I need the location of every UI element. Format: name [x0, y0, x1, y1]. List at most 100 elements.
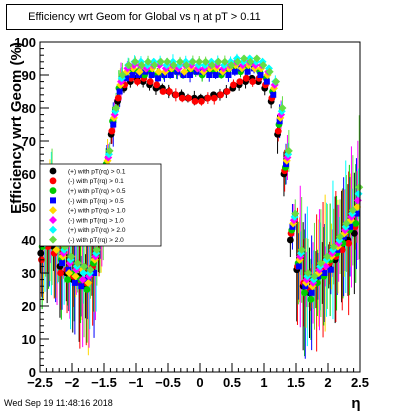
data-point	[86, 265, 95, 274]
legend-marker	[49, 167, 57, 175]
data-point	[198, 98, 205, 105]
data-point	[350, 230, 358, 237]
data-point	[354, 189, 363, 198]
legend-box	[39, 163, 162, 247]
data-point	[257, 72, 264, 78]
y-tick-labels: 0 10 20 30 40 50 60 70 80 90 100	[14, 35, 36, 380]
data-point	[80, 262, 89, 271]
data-point	[195, 57, 204, 66]
data-point	[338, 246, 346, 254]
y-axis-title: Efficiency wrt Geom (%)	[8, 42, 25, 214]
data-point	[223, 88, 231, 95]
legend-entry-label: (+) with pT(rq) > 0.1	[68, 168, 126, 175]
data-point	[301, 289, 308, 297]
data-point	[259, 61, 268, 70]
data-point	[169, 61, 178, 70]
data-point	[144, 57, 153, 66]
y-tick-label: 10	[22, 332, 36, 347]
x-tick-label: 0.5	[223, 375, 241, 390]
data-point	[206, 72, 213, 78]
x-tick-label: 2.5	[351, 375, 369, 390]
chart-title: Efficiency wrt Geom for Global vs η at p…	[6, 4, 283, 30]
data-point	[352, 220, 360, 227]
data-point	[185, 94, 193, 102]
data-point	[84, 278, 93, 287]
data-point	[52, 245, 61, 254]
data-point	[272, 77, 281, 86]
data-point	[146, 78, 154, 85]
data-point	[276, 118, 283, 125]
data-point	[114, 94, 122, 102]
data-point	[310, 272, 319, 281]
y-tick-label: 0	[29, 365, 36, 380]
data-point	[163, 57, 172, 66]
data-point	[345, 239, 353, 247]
data-point	[78, 283, 85, 290]
data-point	[321, 262, 330, 271]
data-point	[155, 75, 162, 82]
y-tick-label: 40	[22, 233, 36, 248]
data-point	[134, 78, 141, 85]
data-point	[327, 266, 334, 273]
x-tick-label: 1	[260, 375, 267, 390]
data-point	[304, 269, 313, 277]
data-point	[240, 54, 249, 63]
legend-entry-label: (+) with pT(rq) > 1.0	[68, 208, 126, 215]
legend-entry-label: (+) with pT(rq) > 2.0	[68, 227, 126, 234]
data-point	[118, 71, 127, 79]
data-markers	[37, 54, 364, 303]
data-point	[73, 259, 82, 268]
data-point	[230, 81, 237, 89]
x-tick-label: 2	[324, 375, 331, 390]
data-point	[249, 78, 257, 85]
y-tick-label: 60	[22, 167, 36, 182]
data-point	[180, 67, 189, 76]
data-point	[159, 88, 167, 95]
data-point	[231, 68, 238, 75]
data-point	[270, 91, 277, 98]
data-point	[178, 94, 186, 102]
data-point	[154, 67, 163, 76]
data-point	[353, 196, 362, 205]
data-point	[180, 72, 187, 78]
data-point	[353, 210, 360, 217]
data-point	[286, 236, 294, 244]
legend-entry-label: (-) with pT(rq) > 2.0	[68, 237, 124, 244]
legend-marker	[50, 197, 56, 204]
data-point	[233, 57, 242, 66]
data-point	[191, 98, 199, 105]
data-point	[263, 78, 270, 85]
x-tick-label: −1.5	[91, 375, 117, 390]
data-point	[124, 61, 133, 70]
x-tick-label: 1.5	[287, 375, 305, 390]
legend-entry-label: (-) with pT(rq) > 0.1	[68, 178, 124, 185]
data-point	[135, 67, 144, 76]
legend-entry-label: (+) with pT(rq) > 0.5	[68, 188, 126, 195]
data-point	[187, 72, 194, 78]
data-point	[92, 245, 101, 254]
data-point	[227, 61, 236, 70]
data-point	[59, 260, 66, 267]
y-tick-label: 20	[22, 299, 36, 314]
data-point	[153, 81, 161, 89]
x-tick-label: −1	[129, 375, 144, 390]
x-tick-label: −2	[65, 375, 80, 390]
data-point	[217, 91, 225, 99]
data-point	[307, 296, 315, 303]
data-point	[242, 74, 250, 82]
data-point	[156, 57, 165, 66]
data-point	[150, 61, 159, 70]
data-point	[212, 72, 219, 78]
legend-entry-label: (-) with pT(rq) > 1.0	[68, 217, 124, 224]
data-point	[71, 279, 78, 286]
data-point	[112, 104, 121, 112]
data-point	[123, 75, 130, 82]
legend-marker	[49, 187, 57, 195]
x-tick-label: 0	[196, 375, 203, 390]
data-point	[236, 78, 244, 85]
data-point	[116, 88, 123, 95]
legend-marker	[49, 177, 57, 185]
data-point	[182, 61, 191, 70]
y-tick-label: 50	[22, 200, 36, 215]
